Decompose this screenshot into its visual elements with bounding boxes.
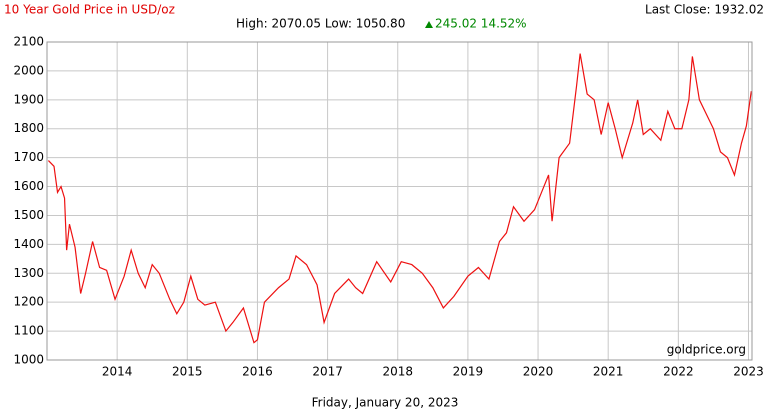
x-tick-label: 2022	[663, 365, 694, 379]
x-tick-label: 2019	[453, 365, 484, 379]
price-line	[47, 53, 752, 344]
chart-title: 10 Year Gold Price in USD/oz	[4, 3, 175, 17]
y-tick-label: 2000	[13, 63, 44, 77]
y-tick-label: 1500	[13, 208, 44, 222]
x-tick-label: 2018	[382, 365, 413, 379]
last-close: Last Close: 1932.02	[645, 3, 764, 17]
y-tick-label: 1800	[13, 121, 44, 135]
y-tick-label: 1200	[13, 295, 44, 309]
up-arrow	[425, 21, 433, 28]
plot-frame	[46, 41, 753, 361]
x-tick-label: 2020	[523, 365, 554, 379]
x-tick-label: 2015	[172, 365, 203, 379]
x-tick-label: 2014	[102, 365, 133, 379]
change: 245.02 14.52%	[435, 17, 527, 31]
y-tick-label: 1400	[13, 237, 44, 251]
y-tick-label: 1700	[13, 150, 44, 164]
x-tick-label: 2017	[312, 365, 343, 379]
x-tick-label: 2023	[733, 365, 764, 379]
y-tick-label: 1300	[13, 266, 44, 280]
x-tick-label: 2021	[593, 365, 624, 379]
y-tick-label: 1600	[13, 179, 44, 193]
date: Friday, January 20, 2023	[312, 396, 459, 410]
plot-area	[46, 41, 753, 361]
y-tick-label: 1000	[13, 353, 44, 367]
y-tick-label: 1100	[13, 324, 44, 338]
source-label: goldprice.org	[667, 343, 746, 357]
y-tick-label: 1900	[13, 92, 44, 106]
y-tick-label: 2100	[13, 35, 44, 49]
x-tick-label: 2016	[242, 365, 273, 379]
high-low: High: 2070.05 Low: 1050.80	[236, 17, 405, 31]
